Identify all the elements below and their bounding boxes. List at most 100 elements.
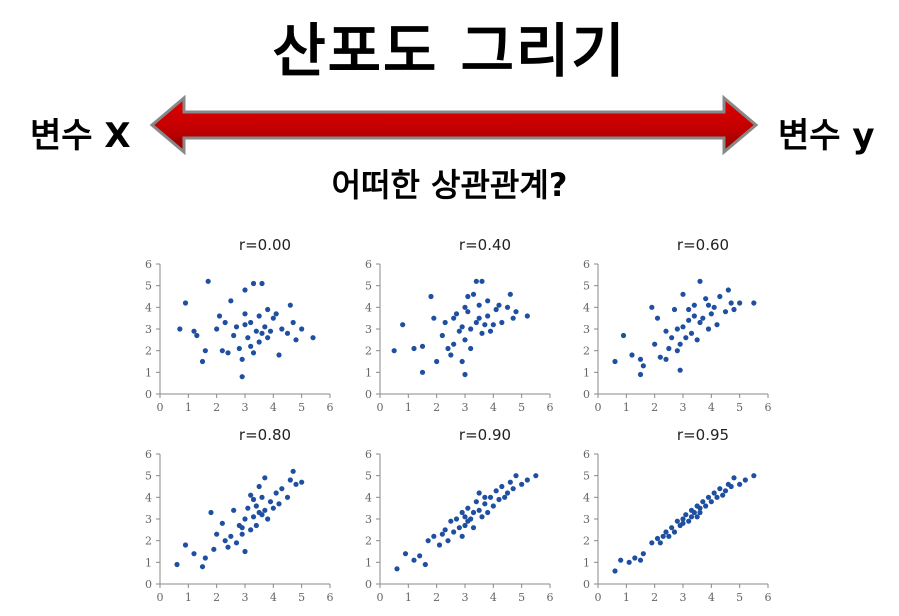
- scatter-point: [714, 494, 720, 500]
- scatter-point: [459, 509, 465, 516]
- scatter-point: [191, 551, 197, 557]
- scatter-panel-r080: 0 1 2 3 4 5 6 0 1 2 3 4 5 6 r=0.80: [140, 426, 370, 616]
- scatter-point: [265, 335, 271, 341]
- scatter-point: [731, 475, 737, 481]
- scatter-point: [669, 525, 675, 531]
- x-tick-label: 0: [157, 401, 164, 414]
- scatter-point: [485, 298, 491, 304]
- y-tick-label: 5: [583, 470, 590, 483]
- y-tick-label: 6: [583, 258, 590, 271]
- scatter-point: [674, 518, 680, 524]
- scatter-point: [265, 306, 271, 313]
- scatter-point: [259, 330, 265, 336]
- y-tick-label: 3: [365, 323, 372, 336]
- scatter-point: [265, 516, 271, 522]
- x-tick-label: 3: [462, 591, 469, 604]
- scatter-point: [222, 538, 228, 544]
- scatter-point: [436, 542, 443, 548]
- y-tick-label: 6: [365, 448, 372, 461]
- scatter-point: [465, 505, 471, 511]
- scatter-point: [216, 313, 223, 319]
- scatter-point: [451, 341, 457, 347]
- scatter-point: [231, 507, 237, 513]
- scatter-point: [680, 516, 686, 522]
- scatter-point: [202, 348, 208, 354]
- scatter-point: [680, 520, 686, 526]
- y-tick-label: 6: [145, 448, 152, 461]
- y-tick-label: 2: [365, 535, 372, 548]
- scatter-point: [239, 374, 245, 380]
- scatter-point: [680, 324, 686, 330]
- scatter-point: [205, 278, 211, 284]
- panel-title: r=0.80: [238, 426, 292, 444]
- scatter-point: [242, 287, 248, 293]
- scatter-point: [626, 559, 632, 565]
- scatter-point: [267, 328, 274, 334]
- y-tick-label: 0: [365, 388, 372, 401]
- scatter-point: [714, 322, 720, 328]
- panel-title: r=0.60: [676, 236, 730, 254]
- scatter-point: [663, 529, 669, 535]
- scatter-point: [524, 477, 530, 483]
- scatter-point: [476, 490, 482, 496]
- scatter-point: [214, 326, 220, 332]
- scatter-point: [462, 522, 468, 529]
- scatter-point: [245, 505, 251, 511]
- scatter-point: [654, 315, 661, 321]
- scatter-point: [691, 509, 697, 516]
- scatter-point: [637, 557, 644, 563]
- x-tick-label: 5: [518, 401, 525, 414]
- x-tick-label: 3: [680, 401, 687, 414]
- y-tick-label: 4: [145, 301, 152, 314]
- scatter-point: [253, 328, 259, 334]
- scatter-point: [177, 326, 183, 332]
- scatter-point: [482, 494, 488, 500]
- scatter-point: [487, 494, 494, 500]
- y-tick-label: 5: [145, 470, 152, 483]
- x-tick-label: 2: [213, 401, 220, 414]
- scatter-point: [299, 326, 305, 332]
- y-tick-label: 4: [365, 491, 372, 504]
- scatter-point: [293, 481, 299, 487]
- scatter-point: [722, 309, 729, 315]
- scatter-point: [402, 551, 409, 557]
- scatter-point: [637, 356, 644, 362]
- scatter-point: [473, 278, 479, 284]
- scatter-point: [751, 473, 757, 479]
- scatter-point: [496, 302, 502, 308]
- scatter-point: [250, 514, 257, 520]
- scatter-point: [448, 518, 454, 524]
- y-tick-label: 5: [583, 280, 590, 293]
- scatter-point: [680, 291, 686, 297]
- y-tick-label: 6: [365, 258, 372, 271]
- scatter-point: [273, 311, 279, 317]
- scatter-point: [697, 505, 703, 511]
- scatter-point: [473, 319, 479, 326]
- scatter-point: [239, 525, 245, 531]
- scatter-point: [499, 319, 505, 326]
- scatter-point: [493, 306, 499, 313]
- scatter-point: [612, 568, 618, 574]
- scatter-point: [259, 512, 265, 518]
- scatter-point: [445, 538, 451, 544]
- x-tick-label: 6: [765, 401, 772, 414]
- scatter-point: [225, 544, 231, 550]
- x-tick-label: 6: [327, 591, 334, 604]
- x-tick-label: 4: [490, 591, 497, 604]
- scatter-point: [683, 335, 689, 341]
- scatter-point: [256, 313, 262, 319]
- y-tick-label: 3: [145, 323, 152, 336]
- x-tick-label: 0: [377, 591, 384, 604]
- scatter-point: [248, 527, 254, 533]
- x-tick-label: 2: [213, 591, 220, 604]
- scatter-point: [686, 317, 692, 323]
- scatter-point: [284, 330, 291, 336]
- double-arrow-icon: [149, 94, 759, 156]
- scatter-point: [248, 343, 254, 349]
- y-tick-label: 4: [583, 491, 590, 504]
- scatter-point: [728, 300, 734, 306]
- y-tick-label: 1: [365, 556, 372, 569]
- scatter-point: [737, 300, 743, 306]
- scatter-point: [219, 348, 225, 354]
- scatter-point: [451, 315, 457, 321]
